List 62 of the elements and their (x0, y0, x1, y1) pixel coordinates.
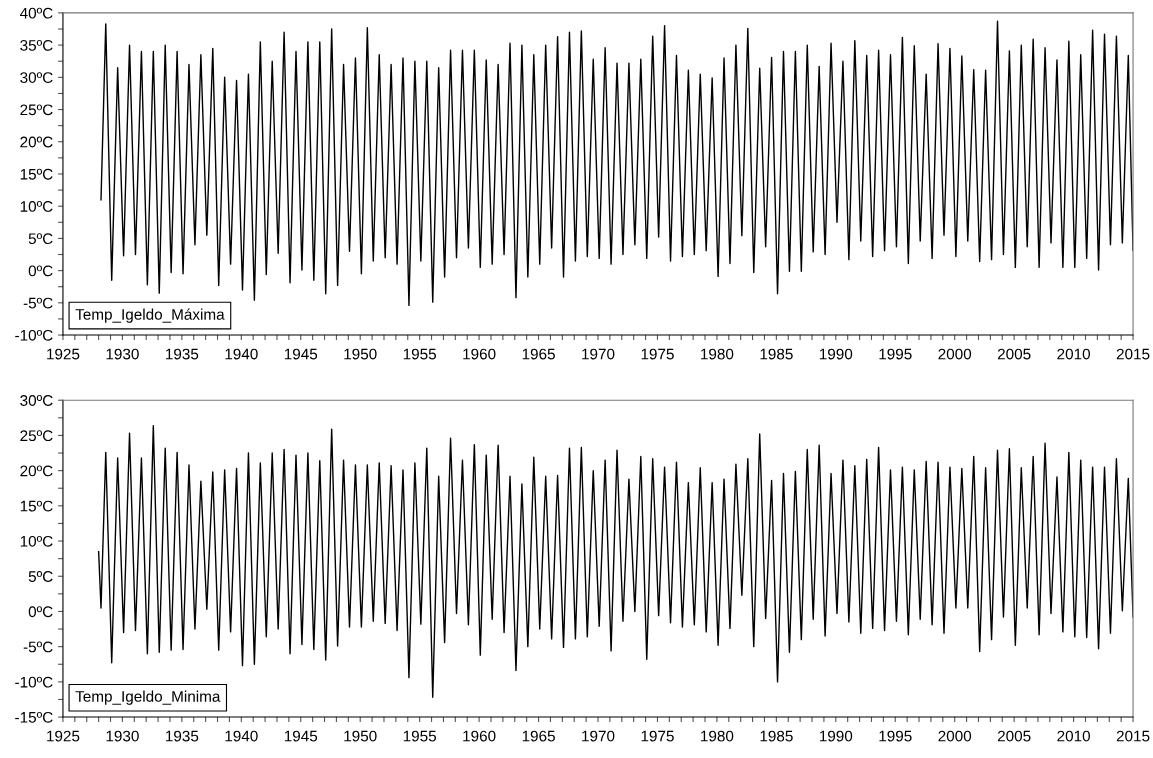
x-tick-label: 1940 (225, 348, 258, 360)
y-tick-label: 25ºC (20, 430, 53, 442)
y-tick-label: 30ºC (20, 72, 53, 83)
line-series (100, 20, 1134, 307)
y-tick-label: 40ºC (19, 7, 53, 19)
x-tick-label: 1975 (641, 348, 674, 360)
x-tick-label: 2005 (997, 348, 1031, 360)
x-tick-label: 1970 (582, 730, 615, 742)
x-tick-label: 2010 (1057, 730, 1090, 742)
x-tick-label: 1985 (760, 730, 793, 742)
x-tick-label: 1985 (760, 348, 793, 360)
x-tick-label: 1995 (879, 348, 912, 360)
x-tick-label: 2005 (997, 730, 1031, 742)
y-tick-label: 5ºC (28, 571, 53, 582)
x-tick-label: 1925 (47, 348, 80, 360)
y-tick-label: -5ºC (23, 641, 53, 653)
series-label: Temp_Igeldo_Máxima (75, 308, 225, 323)
x-tick-label: 1965 (522, 348, 555, 360)
y-tick-label: 10ºC (20, 201, 53, 212)
x-tick-label: 1945 (284, 348, 318, 360)
x-tick-label: 1950 (344, 348, 377, 360)
y-tick-label: 10ºC (20, 535, 53, 547)
y-tick-label: 0ºC (28, 265, 53, 277)
y-tick-label: 20ºC (20, 136, 53, 148)
y-tick-label: -10ºC (15, 676, 53, 688)
x-tick-label: 2010 (1057, 348, 1090, 360)
y-tick-label: 20ºC (20, 465, 53, 477)
x-tick-label: 2000 (938, 348, 972, 360)
x-tick-label: 1970 (582, 348, 615, 360)
x-tick-label: 1935 (166, 348, 199, 360)
y-tick-label: 35ºC (20, 39, 53, 51)
x-tick-label: 2015 (1116, 348, 1150, 360)
y-tick-label: -10ºC (15, 329, 53, 341)
x-tick-label: 1935 (166, 730, 199, 742)
x-tick-label: 2015 (1116, 730, 1150, 742)
y-tick-label: -15ºC (15, 711, 53, 723)
x-tick-label: 1955 (403, 348, 437, 360)
y-tick-label: 15ºC (20, 168, 53, 180)
x-tick-label: 1930 (106, 730, 139, 742)
x-tick-label: 1965 (522, 730, 555, 742)
y-tick-label: 25ºC (20, 104, 53, 116)
x-tick-label: 1980 (701, 730, 734, 742)
text: Temp_Igeldo_Minima (75, 690, 221, 705)
y-tick-label: 15ºC (20, 500, 53, 512)
x-tick-label: 2000 (938, 730, 972, 742)
x-tick-label: 1950 (344, 730, 377, 742)
x-tick-label: 1975 (641, 730, 674, 742)
y-tick-label: 30ºC (20, 395, 53, 406)
y-tick-label: 0ºC (28, 606, 53, 618)
x-tick-label: 1945 (284, 730, 318, 742)
x-tick-label: 1925 (47, 730, 80, 742)
x-tick-label: 1990 (819, 730, 853, 742)
x-tick-label: 1980 (701, 348, 734, 360)
x-tick-label: 1955 (403, 730, 437, 742)
y-tick-label: -5ºC (23, 297, 53, 309)
x-tick-label: 1960 (463, 348, 496, 360)
x-tick-label: 1940 (225, 730, 258, 742)
x-tick-label: 1930 (106, 348, 139, 360)
x-tick-label: 1995 (879, 730, 912, 742)
y-tick-label: 5ºC (28, 233, 53, 245)
x-tick-label: 1960 (463, 730, 496, 742)
x-tick-label: 1990 (819, 348, 853, 360)
